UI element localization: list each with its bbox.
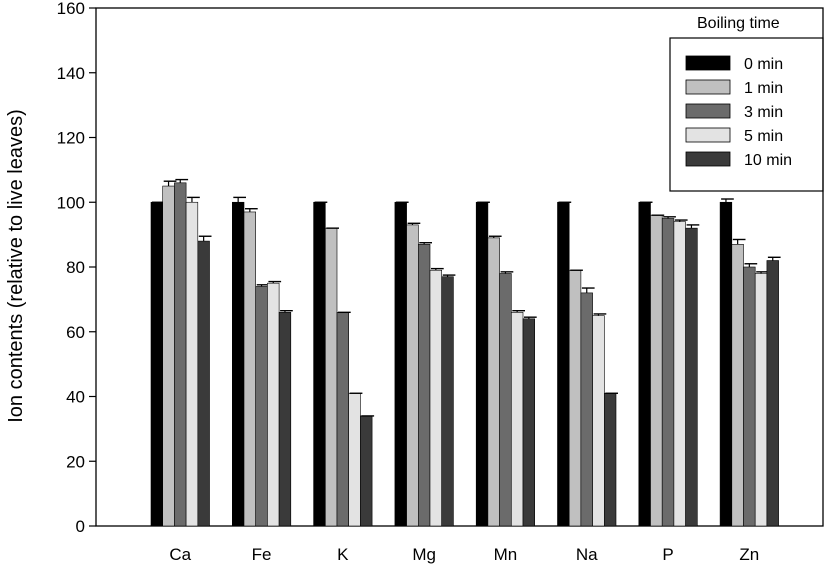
bar-k-5min [348,392,361,527]
bar-na-10min [603,392,617,527]
y-tick-label: 160 [57,0,85,18]
x-tick-label: Ca [169,545,191,564]
bar-k-10min [360,415,373,527]
y-tick-label: 40 [66,388,85,407]
y-tick-label: 60 [66,323,85,342]
x-tick-label: Mn [494,545,518,564]
bar-zn-0min [719,201,733,527]
bar-ca-3min [174,182,187,527]
legend-label: 1 min [744,80,783,97]
y-tick-label: 0 [76,517,85,536]
y-tick-label: 20 [66,452,85,471]
bar-fe-10min [278,312,292,527]
bar-mg-0min [394,201,407,527]
bar-na-3min [580,292,593,527]
y-axis-label: Ion contents (relative to live leaves) [5,109,27,423]
bar-zn-3min [743,266,756,527]
x-tick-label: Fe [252,545,272,564]
bar-fe-0min [232,201,245,527]
bar-ca-0min [150,201,163,527]
bar-fe-1min [243,211,256,527]
bar-mg-3min [417,244,431,527]
legend-title: Boiling time [697,15,780,32]
bar-p-1min [650,214,663,527]
bar-fe-3min [255,286,268,527]
x-tick-label: Zn [739,545,759,564]
bar-fe-5min [267,282,280,527]
x-tick-label: Na [576,545,598,564]
bar-p-3min [661,218,675,527]
bar-mn-5min [510,312,524,527]
y-tick-label: 140 [57,64,85,83]
legend-label: 0 min [744,56,783,73]
legend-label: 10 min [744,152,792,169]
y-tick-label: 80 [66,258,85,277]
bar-p-0min [638,201,651,527]
legend-label: 3 min [744,104,783,121]
plot-area: 0 20 40 60 80 100 120 140 160 Ca Fe K Mg Mn Na P Zn [57,0,824,564]
bar-mg-1min [406,224,419,527]
bar-zn-5min [754,273,768,527]
bar-na-5min [592,315,605,527]
bar-k-1min [324,227,338,527]
legend: Boiling time 0 min 1 min 3 min 5 min 10 min [669,15,824,192]
x-tick-label: K [337,545,349,564]
bar-ca-5min [185,201,199,527]
bar-k-3min [336,312,349,527]
y-tick-label: 120 [57,129,85,148]
bar-mg-5min [429,269,442,527]
legend-label: 5 min [744,128,783,145]
x-tick-label: Mg [412,545,436,564]
bar-mn-0min [475,201,489,527]
legend-swatch [685,79,731,95]
y-tick-label: 100 [57,193,85,212]
bar-na-0min [557,201,570,527]
legend-swatch [685,151,731,167]
legend-swatch [685,103,731,119]
bar-ca-10min [197,240,210,527]
legend-swatch [685,127,731,143]
legend-swatch [685,55,731,71]
bar-p-10min [685,227,698,527]
bar-mn-3min [499,273,512,527]
bar-zn-10min [766,260,779,527]
bar-ca-1min [162,185,175,527]
bar-mn-10min [522,318,535,527]
bar-p-5min [673,221,686,527]
legend-box [669,37,824,192]
bar-na-1min [568,269,582,527]
bar-zn-1min [731,244,744,527]
bar-mn-1min [487,237,500,527]
bar-mg-10min [441,276,454,527]
x-tick-label: P [662,545,673,564]
bar-k-0min [313,201,326,527]
